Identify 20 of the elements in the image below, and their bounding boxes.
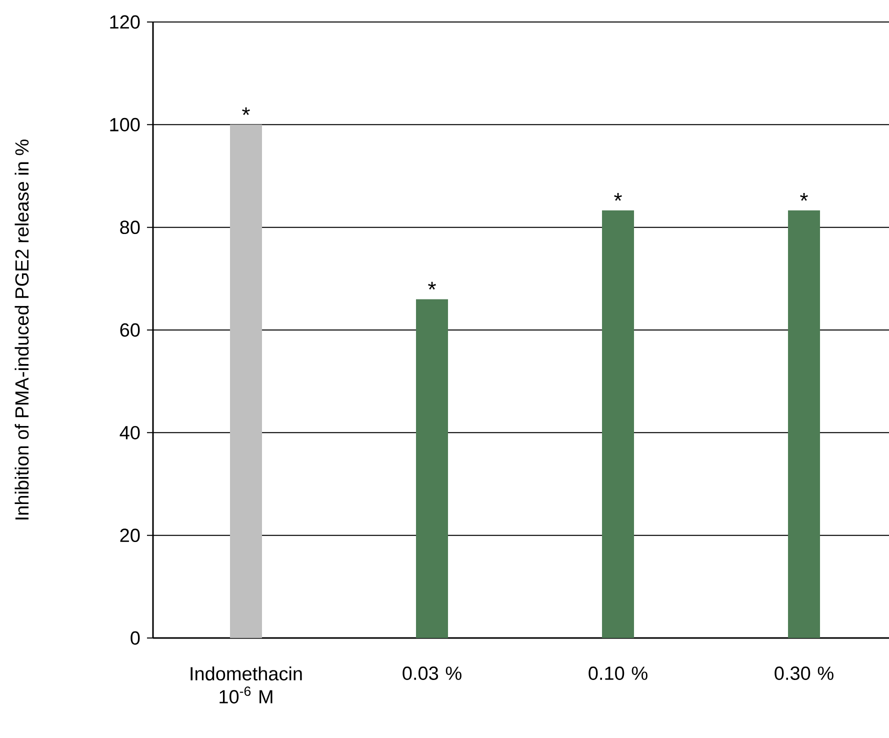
annotation: *: [800, 193, 808, 201]
annotation: *: [242, 107, 250, 116]
y-tick-label: 40: [120, 426, 140, 440]
annotation: *: [428, 282, 436, 290]
y-tick-label: 100: [110, 118, 140, 132]
y-tick-label: 120: [110, 15, 140, 29]
x-tick-label: 0.10 %: [588, 666, 648, 680]
y-axis-title: Inhibition of PMA-induced PGE2 release in %: [14, 140, 29, 520]
bar: [230, 124, 262, 638]
bar: [602, 210, 634, 638]
annotation: *: [614, 193, 622, 201]
y-tick-label: 60: [120, 323, 140, 337]
y-tick-label: 0: [130, 631, 140, 645]
bar: [416, 299, 448, 638]
y-tick-label: 20: [120, 528, 140, 542]
y-tick-label: 80: [120, 220, 140, 234]
x-tick-label: Indomethacin 10$^{-6}$ M: [190, 666, 302, 704]
x-tick-label: 0.03 %: [402, 666, 462, 680]
bar: [788, 210, 820, 638]
x-tick-label: 0.30 %: [774, 666, 834, 680]
